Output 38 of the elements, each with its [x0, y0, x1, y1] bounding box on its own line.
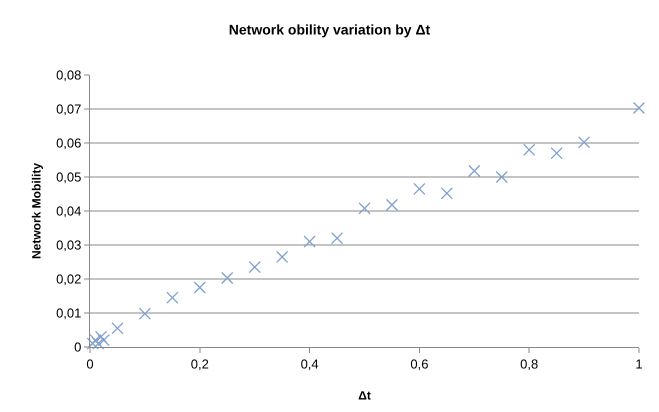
point: [413, 182, 426, 196]
point: [632, 102, 646, 114]
x-axis-title: Δt: [358, 388, 371, 402]
point: [440, 187, 453, 200]
point: [221, 272, 234, 284]
point: [358, 202, 371, 214]
point: [386, 198, 398, 212]
point: [330, 232, 344, 244]
x-tick-label: 0,2: [190, 356, 209, 372]
point: [94, 330, 108, 343]
point: [166, 292, 178, 304]
y-tick-label: 0,01: [56, 306, 82, 321]
y-tick-label: 0,04: [56, 204, 82, 219]
x-tick-label: 0,8: [520, 356, 538, 372]
y-tick-label: 0,06: [56, 136, 82, 151]
y-tick-label: 0,08: [56, 68, 82, 83]
x-tick-label: 0: [86, 356, 94, 372]
point: [194, 281, 206, 294]
point: [523, 144, 536, 156]
x-tick-label: 1: [635, 356, 643, 372]
y-axis-title: Network Mobility: [29, 162, 44, 260]
point: [303, 235, 316, 248]
point: [550, 147, 563, 160]
point: [111, 322, 124, 334]
point: [496, 170, 508, 184]
point: [248, 260, 261, 274]
point: [468, 164, 480, 178]
y-tick-label: 0,02: [56, 272, 82, 287]
x-tick-label: 0,4: [300, 356, 319, 372]
y-tick-label: 0,05: [56, 170, 82, 185]
x-tick-label: 0,6: [410, 356, 428, 372]
y-tick-label: 0: [74, 340, 82, 355]
point: [578, 136, 590, 148]
point: [138, 308, 152, 320]
point: [276, 250, 288, 264]
y-tick-label: 0,03: [56, 238, 82, 253]
y-tick-label: 0,07: [56, 102, 82, 117]
chart-title: Network obility variation by Δt: [228, 22, 431, 38]
